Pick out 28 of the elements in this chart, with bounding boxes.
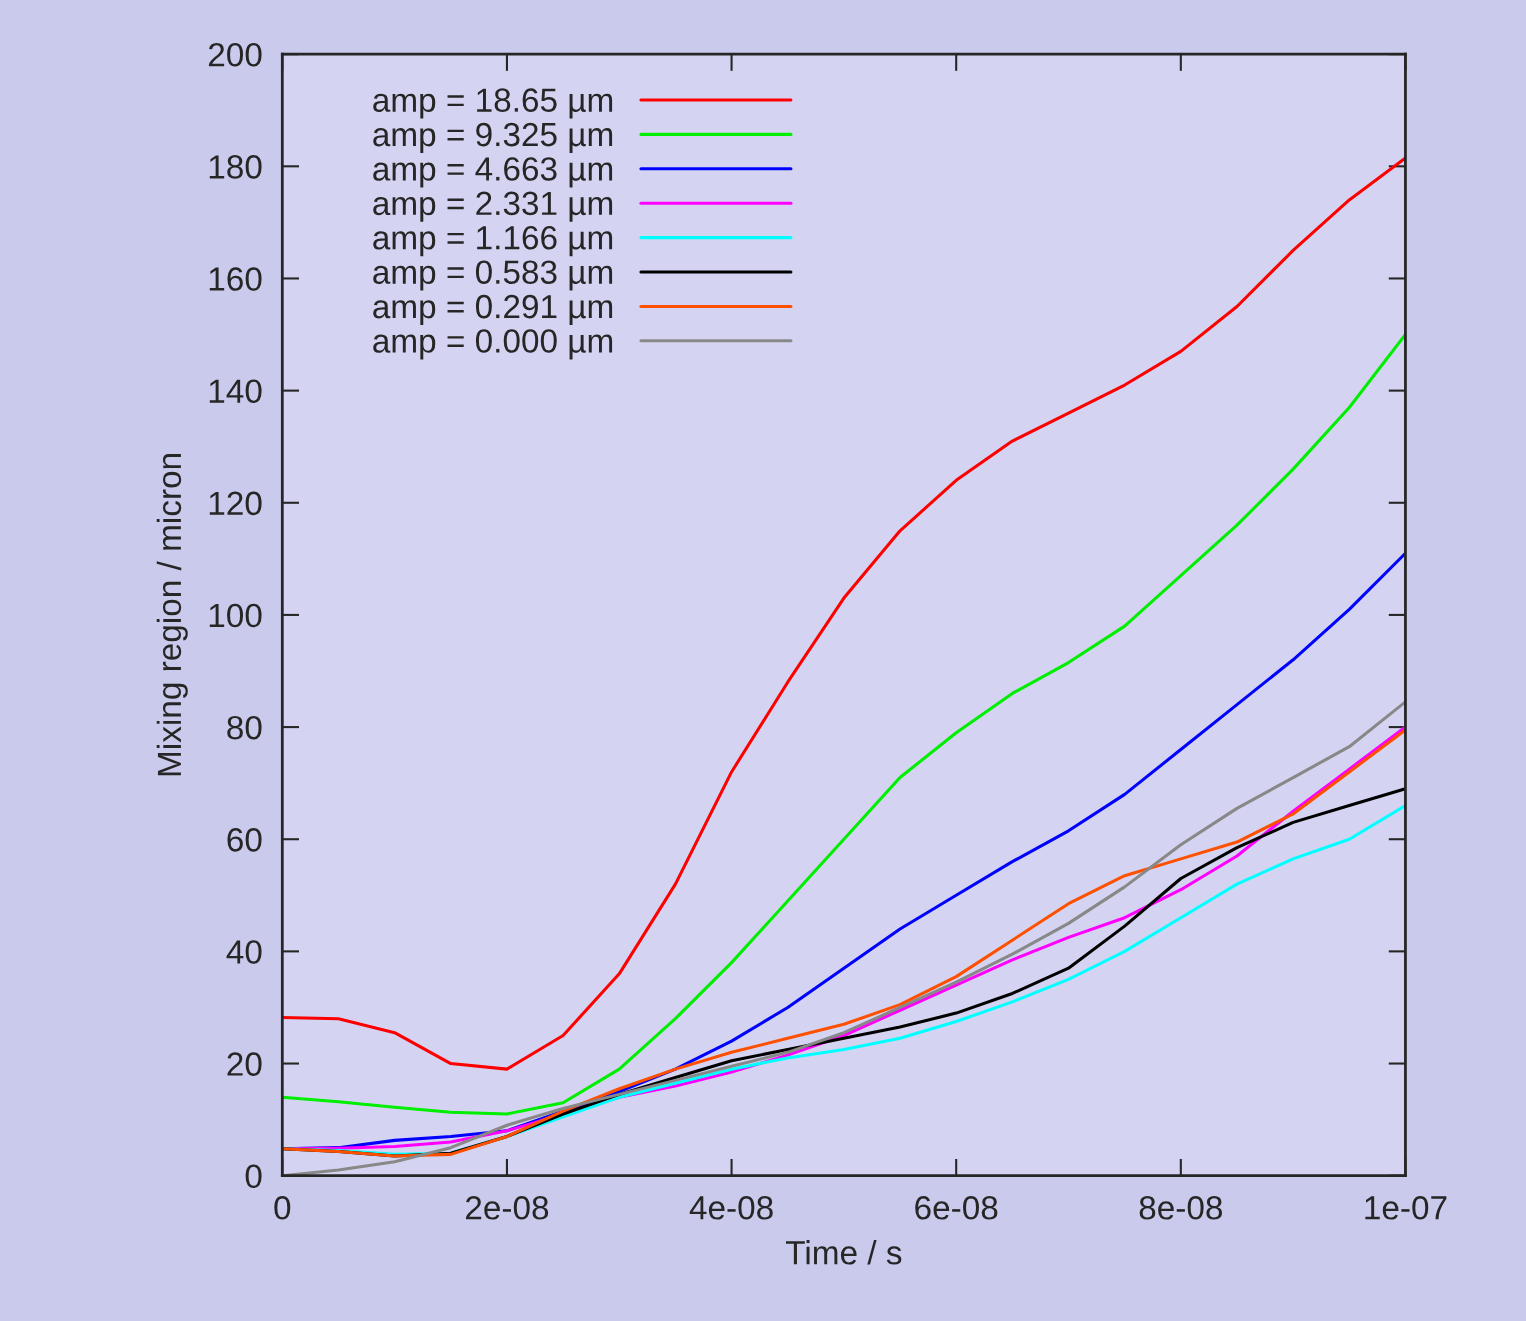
x-axis-title: Time / s (786, 1240, 902, 1265)
line-series (282, 156, 1406, 1071)
y-tick-label: 80 (227, 715, 262, 740)
y-tick-label: 180 (209, 155, 262, 179)
x-tick-label: 2e-08 (465, 1196, 549, 1220)
y-tick-label: 60 (227, 828, 262, 852)
legend-label: amp = 4.663 µm (373, 157, 613, 188)
y-tick-label: 120 (209, 491, 262, 516)
legend-label: amp = 0.583 µm (373, 260, 613, 291)
y-tick-label: 140 (209, 379, 262, 404)
legend-label: amp = 0.291 µm (373, 294, 613, 325)
legend-label: amp = 1.166 µm (373, 226, 613, 257)
x-tick-label: 1e-07 (1365, 1196, 1447, 1220)
legend-label: amp = 9.325 µm (373, 122, 613, 153)
x-tick-label: 4e-08 (689, 1196, 773, 1220)
x-tick-label: 8e-08 (1139, 1196, 1222, 1220)
y-tick-label: 40 (226, 940, 262, 964)
legend-label: amp = 2.331 µm (373, 191, 613, 222)
x-tick-label: 6e-08 (915, 1196, 998, 1220)
y-tick-label: 0 (245, 1164, 262, 1189)
legend-label: amp = 0.000 µm (373, 329, 613, 360)
y-axis-title: Mixing region / micron (156, 454, 188, 776)
y-tick-label: 100 (209, 603, 262, 628)
y-tick-label: 200 (208, 42, 262, 67)
legend-label: amp = 18.65 µm (373, 88, 613, 119)
x-tick-label: 0 (274, 1196, 291, 1220)
y-tick-label: 20 (227, 1052, 262, 1076)
y-tick-label: 160 (209, 267, 262, 291)
